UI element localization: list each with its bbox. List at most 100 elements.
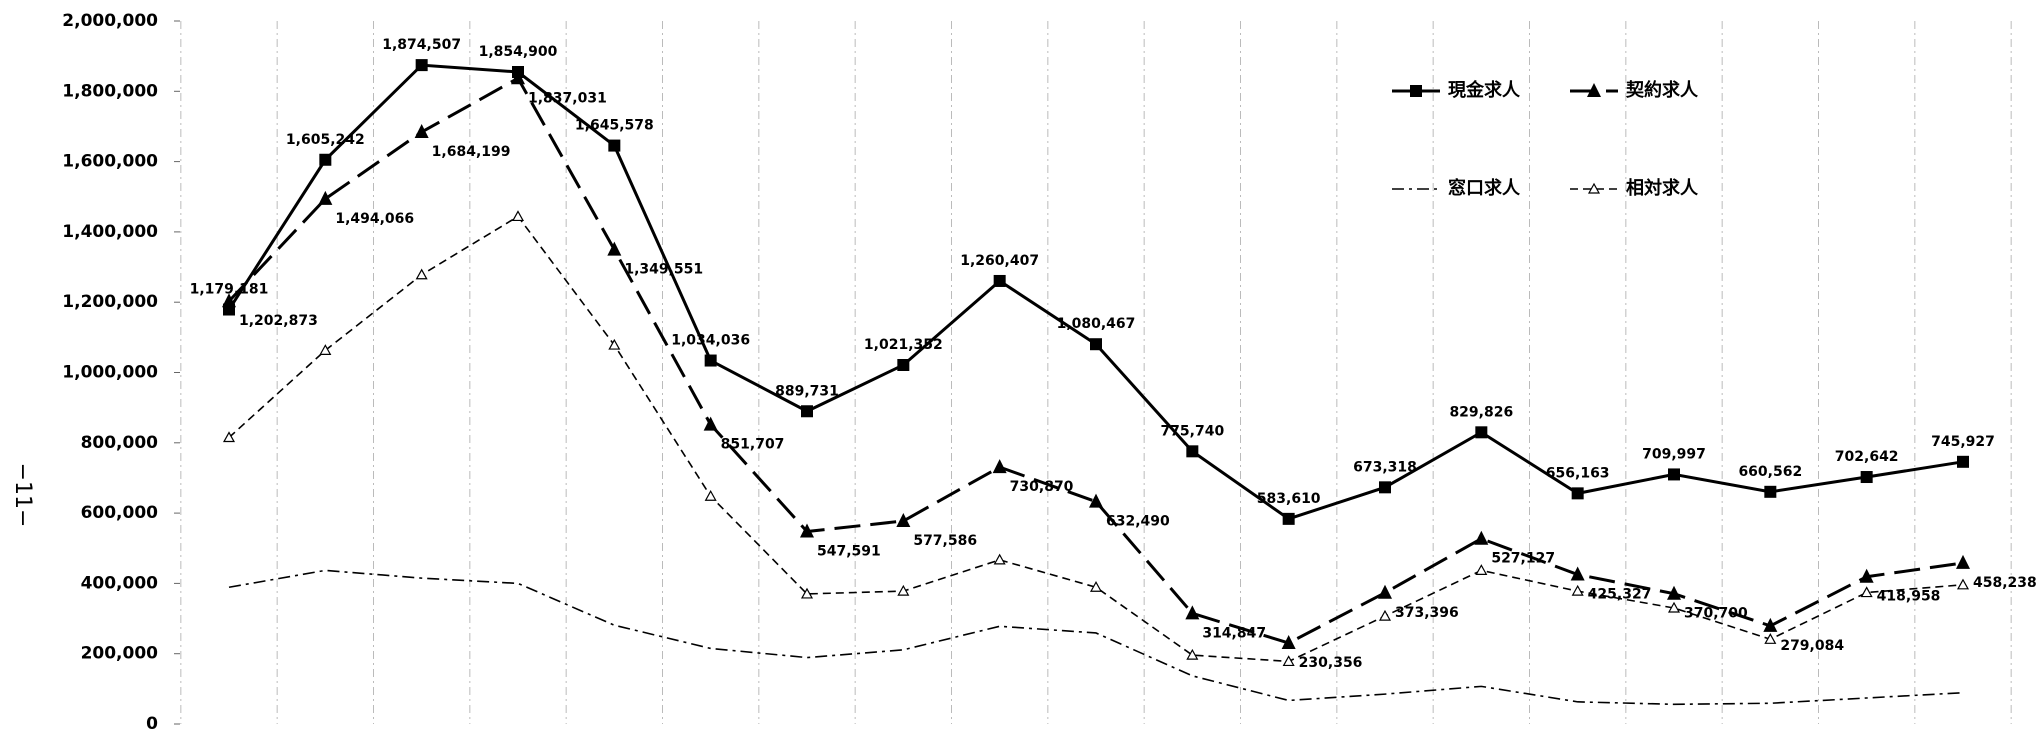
marker — [897, 358, 910, 371]
marker — [1379, 481, 1391, 494]
legend-label: 契約求人 — [1625, 79, 1699, 101]
data-label: 418,958 — [1877, 589, 1941, 605]
y-tick-label: 1,000,000 — [62, 363, 158, 383]
marker — [1956, 554, 1970, 569]
marker — [800, 523, 814, 538]
marker — [1860, 586, 1873, 598]
marker — [704, 489, 717, 501]
marker — [1571, 487, 1584, 500]
data-label: 314,847 — [1202, 625, 1266, 641]
page-number: −11− — [10, 463, 35, 528]
y-tick-label: 1,800,000 — [62, 81, 158, 101]
data-label: 673,318 — [1353, 459, 1417, 475]
marker — [897, 584, 910, 596]
data-label: 1,645,578 — [575, 118, 654, 134]
marker — [1667, 601, 1681, 613]
legend-label: 窓口求人 — [1448, 177, 1521, 199]
marker — [1764, 485, 1777, 498]
marker — [1474, 530, 1489, 545]
y-tick-label: 1,200,000 — [62, 292, 158, 312]
data-label: 1,260,407 — [960, 253, 1039, 269]
y-tick-label: 600,000 — [81, 503, 159, 523]
marker — [1378, 609, 1392, 621]
marker — [1957, 455, 1969, 468]
data-label: 547,591 — [817, 544, 881, 560]
data-label: 1,684,199 — [432, 144, 511, 160]
y-tick-label: 0 — [146, 714, 158, 733]
marker — [1089, 581, 1103, 592]
marker — [896, 512, 911, 527]
y-tick-label: 400,000 — [81, 573, 159, 593]
marker — [1410, 85, 1422, 97]
series-line — [228, 215, 1964, 663]
data-label: 709,997 — [1642, 446, 1706, 462]
data-label: 458,238 — [1973, 575, 2037, 591]
data-label: 632,490 — [1106, 514, 1170, 530]
marker — [1860, 471, 1873, 484]
data-label: 730,870 — [1010, 479, 1074, 495]
marker — [1587, 182, 1601, 194]
marker — [1185, 605, 1200, 620]
data-label: 1,494,066 — [335, 211, 414, 227]
marker — [800, 587, 814, 599]
marker — [1570, 566, 1585, 581]
marker — [319, 153, 332, 166]
marker — [511, 210, 525, 222]
data-label: 370,700 — [1684, 606, 1748, 622]
y-tick-label: 800,000 — [81, 433, 159, 453]
data-label: 230,356 — [1299, 655, 1363, 671]
data-label: 425,327 — [1588, 586, 1652, 602]
data-label: 1,349,551 — [624, 262, 703, 278]
data-label: 1,021,352 — [864, 337, 943, 353]
marker — [704, 354, 717, 367]
y-tick-label: 2,000,000 — [62, 11, 158, 31]
data-label: 583,610 — [1257, 491, 1321, 507]
marker — [415, 59, 428, 72]
marker — [1764, 633, 1777, 644]
marker — [1281, 635, 1296, 650]
y-tick-label: 200,000 — [81, 644, 159, 664]
marker — [1475, 426, 1488, 439]
marker — [993, 274, 1006, 287]
data-label: 1,605,242 — [286, 132, 365, 148]
marker — [801, 405, 813, 418]
data-label: 1,202,873 — [239, 313, 318, 329]
marker — [608, 139, 621, 152]
marker — [1763, 617, 1778, 632]
marker — [1186, 648, 1199, 660]
data-label: 660,562 — [1738, 464, 1802, 480]
data-label: 702,642 — [1835, 449, 1899, 465]
data-label: 745,927 — [1931, 434, 1995, 450]
data-label: 1,034,036 — [671, 333, 750, 349]
marker — [1587, 83, 1601, 97]
marker — [1282, 512, 1295, 525]
marker — [1668, 468, 1680, 481]
marker — [608, 338, 621, 350]
data-label: 851,707 — [721, 437, 785, 453]
legend-label: 現金求人 — [1448, 79, 1521, 101]
data-label: 829,826 — [1449, 404, 1513, 420]
marker — [511, 70, 525, 85]
data-label: 656,163 — [1546, 465, 1610, 481]
data-label: 1,080,467 — [1057, 316, 1136, 332]
marker — [1571, 584, 1584, 596]
y-tick-label: 1,600,000 — [62, 152, 158, 172]
marker — [222, 431, 236, 443]
legend-label: 相対求人 — [1626, 177, 1699, 199]
marker — [1859, 568, 1874, 583]
marker — [1956, 578, 1970, 590]
marker — [1090, 338, 1102, 351]
series-line — [228, 569, 1964, 706]
marker — [319, 344, 332, 355]
marker — [1282, 655, 1295, 667]
data-label: 527,127 — [1491, 551, 1555, 567]
marker — [415, 268, 428, 280]
marker — [993, 553, 1006, 565]
data-label: 1,854,900 — [479, 44, 558, 60]
data-label: 775,740 — [1160, 423, 1224, 439]
data-label: 373,396 — [1395, 605, 1459, 621]
data-label: 577,586 — [913, 533, 977, 549]
series-line — [227, 76, 1964, 645]
marker — [1475, 564, 1488, 575]
